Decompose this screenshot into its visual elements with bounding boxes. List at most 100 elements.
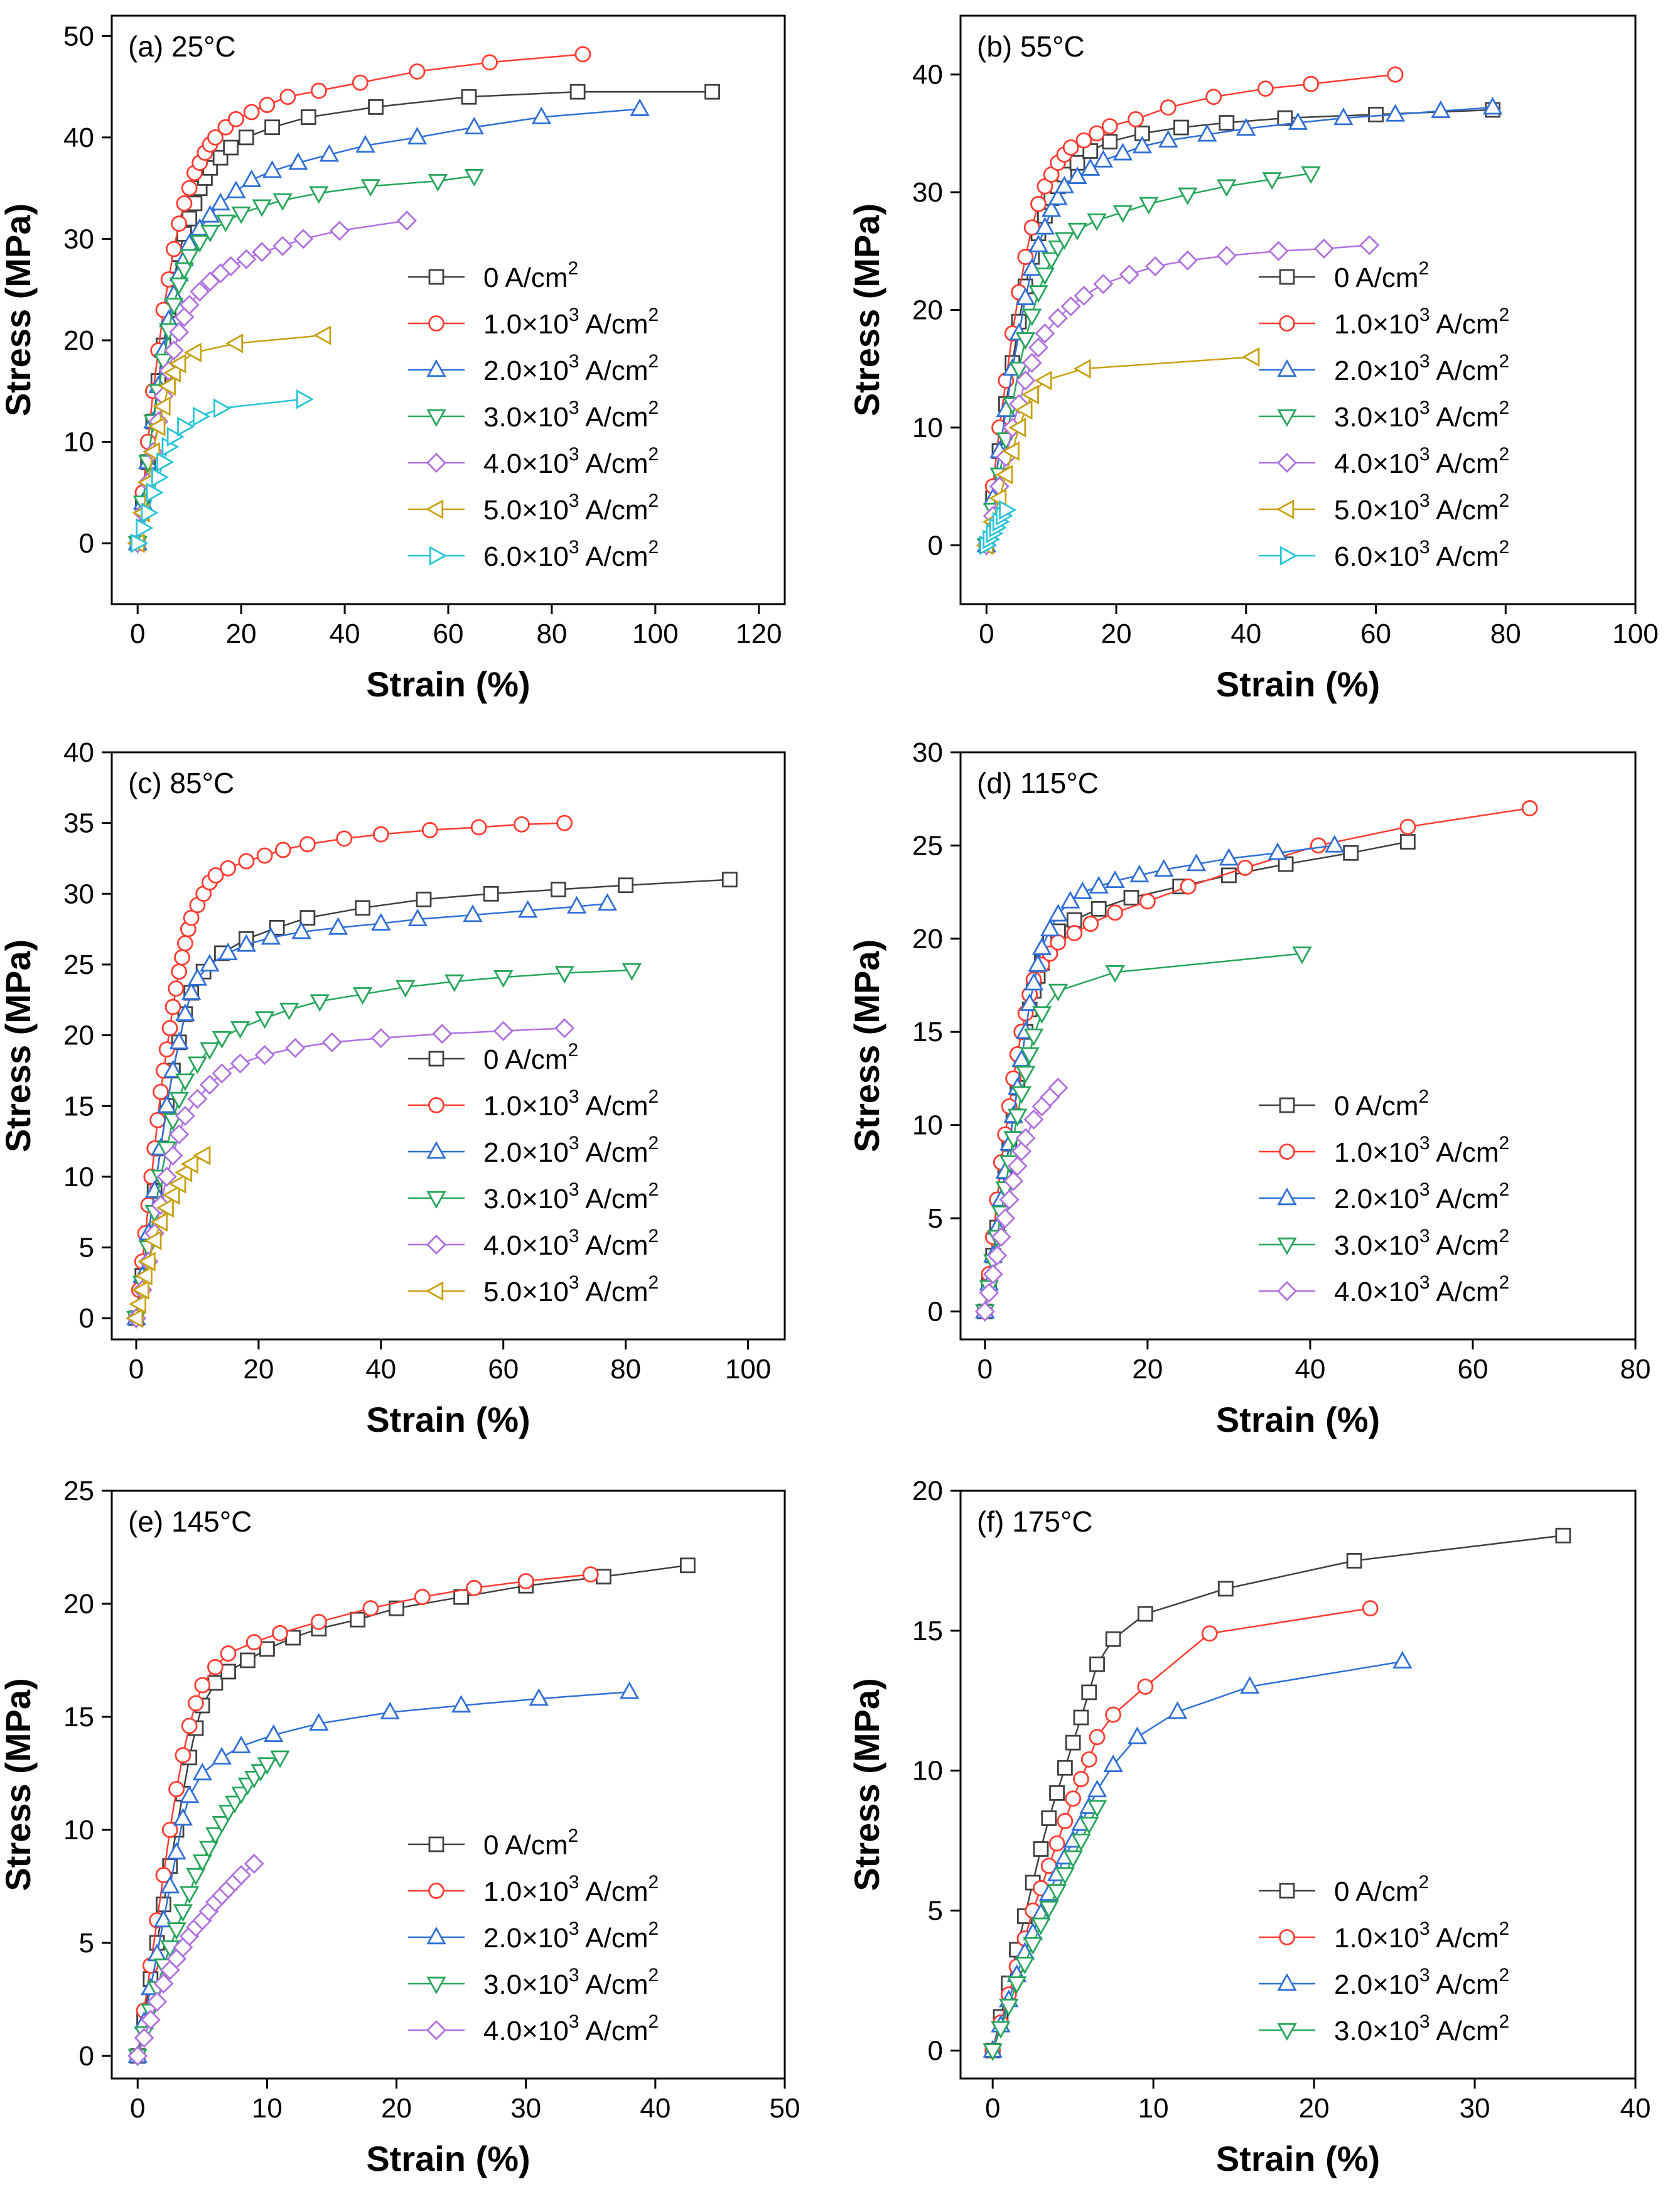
data-point: [168, 1781, 185, 1798]
data-point: [180, 1785, 200, 1803]
data-point: [168, 1174, 186, 1194]
data-point: [1087, 1800, 1107, 1818]
legend-marker: [428, 1051, 444, 1067]
data-point: [380, 1701, 400, 1720]
legend-marker: [426, 409, 446, 427]
y-tick-label: 0: [79, 528, 94, 559]
legend-label-main: 0 A/cm: [483, 262, 568, 293]
data-point: [1007, 1155, 1028, 1176]
legend-label-unit: A/cm: [579, 355, 649, 386]
legend-label-sup: 2: [649, 444, 659, 465]
data-point: [272, 235, 293, 256]
y-tick-label: 5: [79, 1233, 94, 1263]
data-point: [999, 1189, 1020, 1210]
legend-label-sup: 2: [649, 1272, 659, 1293]
data-point: [181, 180, 198, 197]
data-point: [177, 935, 193, 952]
data-point: [1073, 1709, 1089, 1726]
data-point: [389, 1600, 404, 1616]
data-point: [168, 354, 186, 374]
legend-item: 1.0×103 A/cm2: [408, 305, 659, 340]
legend-label-unit: A/cm: [579, 402, 649, 433]
data-point: [1057, 1760, 1073, 1776]
data-point: [1035, 217, 1055, 235]
legend-label-main: 4.0×10: [483, 1230, 569, 1261]
data-point: [409, 63, 426, 80]
data-point: [279, 89, 296, 105]
data-point: [1346, 1553, 1362, 1569]
x-axis-title: Strain (%): [366, 1400, 530, 1439]
data-point: [1139, 893, 1156, 910]
y-tick-label: 25: [63, 1476, 94, 1506]
data-point: [257, 1757, 277, 1775]
legend-item: 0 A/cm2: [1259, 1086, 1429, 1122]
data-point: [1242, 347, 1260, 367]
data-point: [493, 970, 514, 988]
data-point: [1392, 1651, 1413, 1669]
data-point: [1262, 172, 1282, 190]
data-point: [1028, 337, 1049, 358]
legend-marker: [428, 1097, 444, 1113]
x-tick-label: 60: [488, 1354, 519, 1385]
data-point: [299, 910, 316, 926]
data-point: [1105, 1631, 1121, 1647]
data-point: [156, 1166, 177, 1187]
data-point: [1028, 285, 1048, 303]
data-point: [269, 919, 285, 936]
data-point: [463, 904, 483, 922]
legend-label: 0 A/cm2: [483, 1040, 578, 1075]
plot-frame: [110, 14, 786, 605]
data-point: [215, 214, 236, 232]
data-point: [1041, 1810, 1057, 1826]
data-point: [1521, 800, 1538, 816]
x-tick-label: 20: [381, 2093, 412, 2124]
legend-label-main: 2.0×10: [1334, 355, 1419, 386]
panel-b: 0 20 40 60 80 100 0 10 20 30 40 Strain (%) Stress (M…: [847, 14, 1659, 704]
data-point: [1158, 129, 1178, 148]
data-point: [157, 1095, 177, 1113]
data-point: [1482, 97, 1503, 115]
legend-item: 0 A/cm2: [408, 1825, 578, 1861]
legend-label: 1.0×103 A/cm2: [483, 1872, 659, 1907]
data-point: [169, 322, 190, 343]
legend-label-main: 3.0×10: [1334, 1230, 1419, 1261]
data-point: [1127, 1726, 1148, 1744]
legend-marker: [428, 269, 444, 285]
data-point: [156, 1198, 174, 1218]
data-point: [1015, 1957, 1035, 1975]
y-tick-label: 15: [912, 1017, 943, 1047]
data-point: [1060, 296, 1081, 316]
legend-label: 1.0×103 A/cm2: [1334, 1133, 1509, 1168]
data-point: [1219, 848, 1239, 866]
legend-label: 2.0×103 A/cm2: [483, 1133, 659, 1168]
legend-label-sup: 2: [1499, 1179, 1510, 1200]
data-point: [163, 1060, 183, 1078]
data-point: [155, 1867, 172, 1883]
data-point: [181, 982, 202, 1000]
x-tick-label: 80: [610, 1354, 641, 1385]
data-point: [1089, 125, 1105, 142]
data-point: [1186, 853, 1207, 872]
x-tick-label: 0: [130, 619, 145, 649]
data-point: [169, 1091, 189, 1110]
y-tick-label: 10: [63, 427, 94, 458]
data-point: [1102, 134, 1118, 149]
x-tick-label: 40: [330, 619, 360, 649]
legend-label-sup: 2: [649, 1179, 659, 1200]
legend-label-main: 4.0×10: [483, 448, 569, 479]
legend-label-sup: 2: [1499, 305, 1510, 325]
data-point: [310, 1613, 327, 1630]
data-point: [225, 1795, 245, 1814]
data-point: [482, 54, 498, 71]
legend-item: 2.0×103 A/cm2: [408, 351, 659, 386]
data-point: [1015, 1128, 1036, 1149]
y-tick-label: 0: [928, 2035, 943, 2066]
data-point: [199, 1074, 220, 1095]
data-point: [1313, 239, 1334, 259]
data-point: [143, 441, 161, 462]
data-point: [396, 980, 416, 998]
legend-label-main: 3.0×10: [1334, 402, 1419, 433]
y-tick-label: 30: [912, 177, 943, 208]
data-point: [220, 1663, 236, 1680]
